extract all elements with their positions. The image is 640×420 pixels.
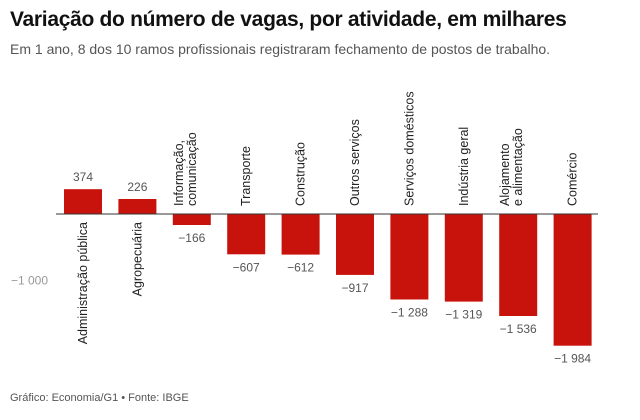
value-labels-group: 374 226 −166 −607 −612 −917 −1 288 −1 319 −1 536… — [73, 170, 591, 366]
bar-8 — [499, 214, 538, 316]
bar-3 — [227, 214, 266, 255]
category-label-1: Agropecuária — [130, 222, 144, 296]
category-label-line: Outros serviços — [348, 119, 362, 206]
category-label-line: Construção — [294, 142, 308, 206]
category-label-line: Administração pública — [76, 222, 90, 344]
value-label-2: −166 — [178, 231, 205, 245]
value-label-6: −1 288 — [391, 306, 428, 320]
category-label-0: Administração pública — [76, 222, 90, 344]
value-label-5: −917 — [341, 281, 368, 295]
category-label-7: Indústria geral — [457, 127, 471, 206]
category-label-line: Comércio — [566, 152, 580, 206]
bar-2 — [172, 214, 211, 225]
bar-1 — [118, 199, 157, 214]
bar-0 — [64, 189, 102, 214]
value-label-9: −1 984 — [554, 352, 591, 366]
category-label-line: Transporte — [239, 146, 253, 206]
bar-6 — [390, 214, 429, 300]
value-label-7: −1 319 — [445, 308, 482, 322]
source-note: Gráfico: Economia/G1 • Fonte: IBGE — [10, 392, 189, 404]
chart-title: Variação do número de vagas, por ativida… — [10, 8, 567, 31]
category-label-line: Informação, — [172, 140, 186, 206]
category-labels-group: Administração pública Agropecuária Informa… — [76, 91, 580, 344]
y-tick-label-0: −1 000 — [11, 273, 48, 287]
bar-4 — [281, 214, 320, 255]
y-ticks-group: −1 000 — [11, 273, 48, 287]
value-label-1: 226 — [127, 180, 147, 194]
category-label-5: Outros serviços — [348, 119, 362, 206]
bar-5 — [336, 214, 374, 275]
value-label-4: −612 — [287, 261, 314, 275]
category-label-3: Transporte — [239, 146, 253, 206]
category-label-9: Comércio — [566, 152, 580, 206]
category-label-2: Informação,comunicação — [172, 132, 199, 206]
bar-7 — [444, 214, 483, 302]
category-label-4: Construção — [294, 142, 308, 206]
category-label-6: Serviços domésticos — [402, 91, 416, 206]
category-label-line: Serviços domésticos — [402, 91, 416, 206]
category-label-line: e alimentação — [511, 128, 525, 206]
value-label-3: −607 — [233, 260, 260, 274]
category-label-line: comunicação — [185, 132, 199, 206]
category-label-8: Alojamentoe alimentação — [498, 128, 525, 206]
bars-group — [64, 189, 592, 346]
category-label-line: Indústria geral — [457, 127, 471, 206]
category-label-line: Alojamento — [498, 143, 512, 206]
value-label-8: −1 536 — [500, 322, 537, 336]
bar-9 — [553, 214, 592, 346]
category-label-line: Agropecuária — [130, 222, 144, 296]
chart-subtitle: Em 1 ano, 8 dos 10 ramos profissionais r… — [10, 41, 551, 57]
value-label-0: 374 — [73, 170, 93, 184]
